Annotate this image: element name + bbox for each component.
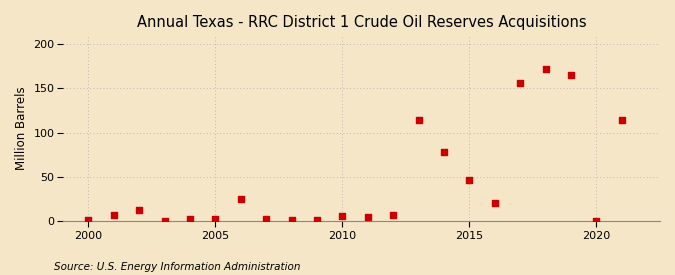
Point: [159, 218, 170, 223]
Point: [261, 217, 271, 221]
Point: [134, 208, 144, 213]
Point: [185, 217, 196, 221]
Y-axis label: Million Barrels: Million Barrels: [15, 86, 28, 170]
Point: [337, 213, 348, 218]
Point: [464, 178, 475, 183]
Point: [210, 217, 221, 221]
Point: [109, 213, 119, 218]
Point: [286, 218, 297, 222]
Point: [236, 197, 246, 201]
Point: [388, 213, 399, 217]
Point: [439, 150, 450, 154]
Point: [591, 218, 602, 223]
Point: [362, 215, 373, 220]
Point: [616, 118, 627, 122]
Title: Annual Texas - RRC District 1 Crude Oil Reserves Acquisitions: Annual Texas - RRC District 1 Crude Oil …: [137, 15, 587, 30]
Point: [489, 201, 500, 205]
Point: [540, 67, 551, 71]
Point: [515, 81, 526, 85]
Point: [566, 73, 576, 77]
Point: [83, 218, 94, 222]
Point: [413, 118, 424, 122]
Text: Source: U.S. Energy Information Administration: Source: U.S. Energy Information Administ…: [54, 262, 300, 272]
Point: [312, 218, 323, 222]
